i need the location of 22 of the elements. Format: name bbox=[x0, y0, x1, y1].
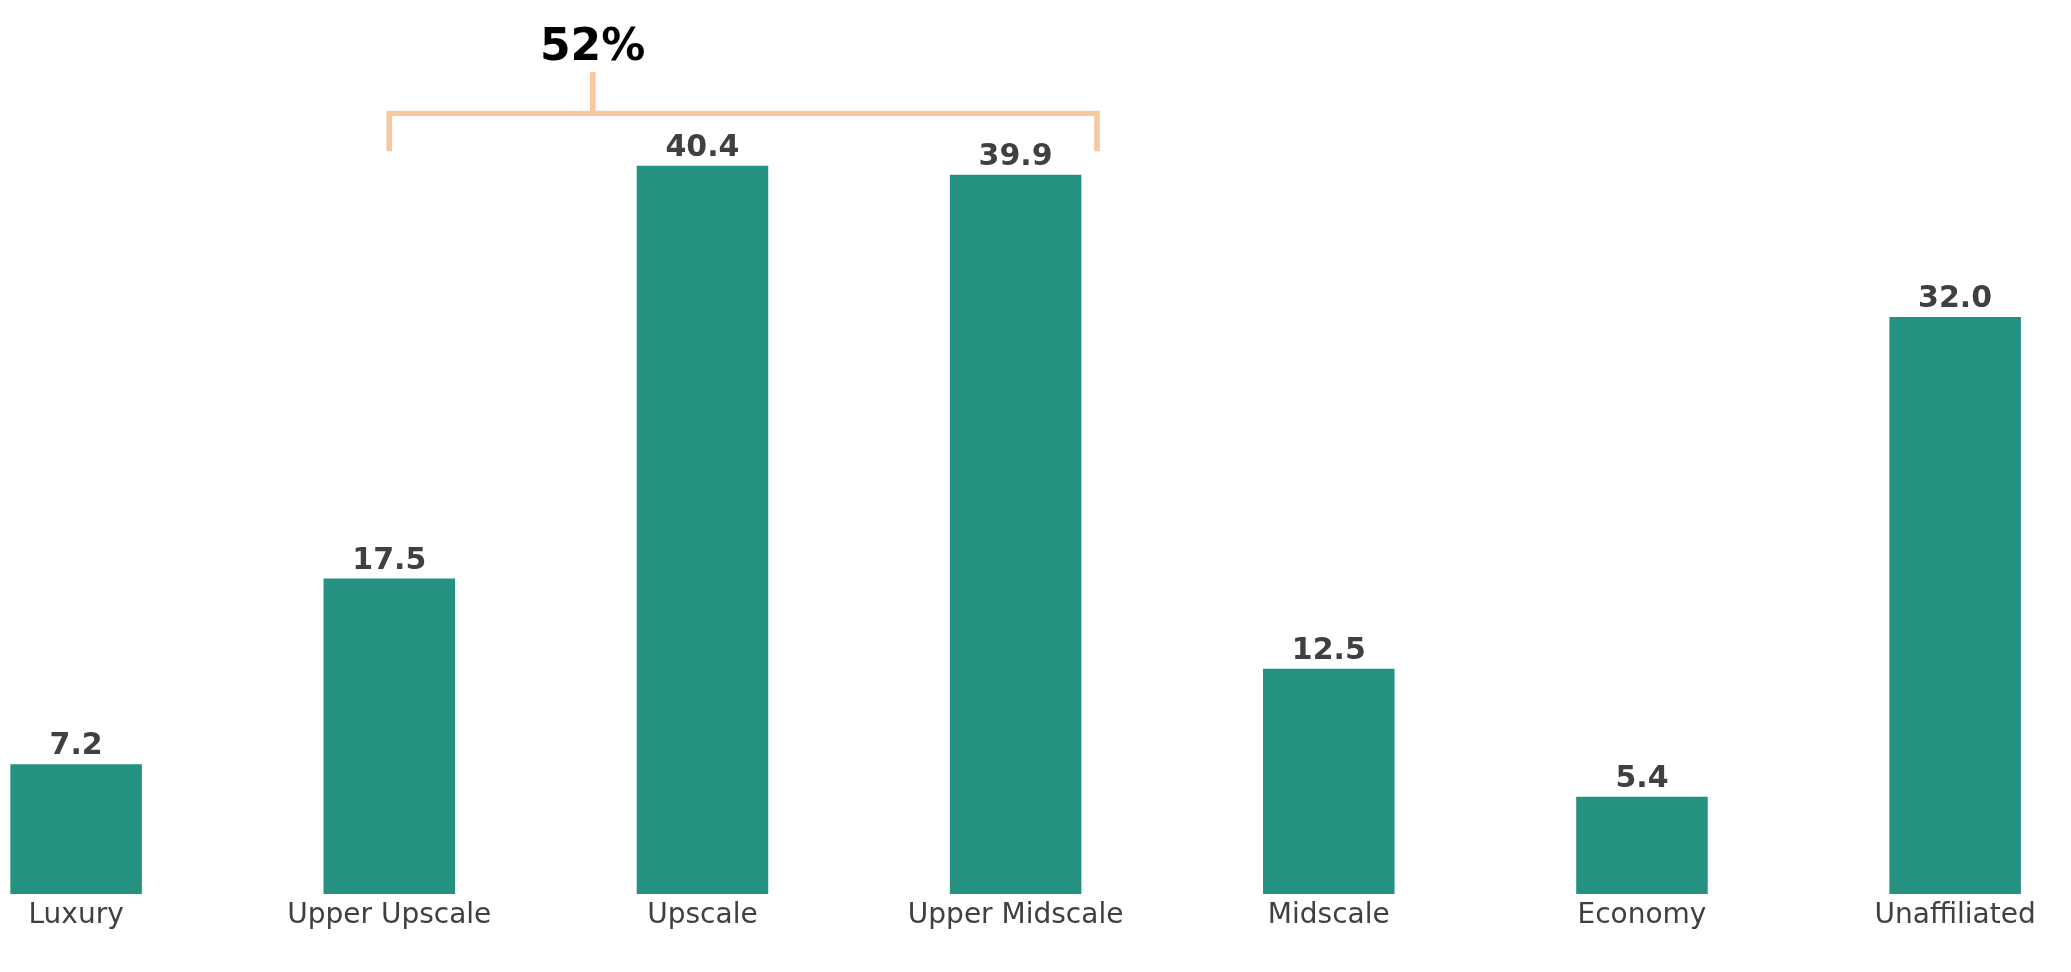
bar bbox=[1263, 668, 1395, 894]
data-label: 32.0 bbox=[1918, 279, 1993, 315]
bar bbox=[1889, 317, 2021, 894]
data-label: 7.2 bbox=[49, 726, 103, 762]
data-label: 5.4 bbox=[1615, 758, 1669, 794]
text: 52% bbox=[540, 19, 646, 70]
x-tick-label: Upper Midscale bbox=[907, 897, 1124, 930]
bar bbox=[636, 165, 769, 894]
bar bbox=[1576, 796, 1708, 894]
bar bbox=[323, 578, 456, 894]
bar bbox=[10, 764, 142, 894]
x-tick-label: Upscale bbox=[647, 897, 758, 930]
data-label: 40.4 bbox=[665, 127, 740, 163]
data-label: 12.5 bbox=[1291, 630, 1366, 666]
x-tick-label: Upper Upscale bbox=[287, 897, 492, 930]
x-tick-label: Luxury bbox=[28, 897, 124, 930]
x-tick-label: Unaffiliated bbox=[1874, 897, 2036, 930]
data-label: 39.9 bbox=[978, 136, 1053, 172]
x-tick-label: Economy bbox=[1577, 897, 1707, 930]
data-label: 17.5 bbox=[352, 540, 427, 576]
x-tick-label: Midscale bbox=[1267, 897, 1390, 930]
bar bbox=[949, 174, 1082, 894]
